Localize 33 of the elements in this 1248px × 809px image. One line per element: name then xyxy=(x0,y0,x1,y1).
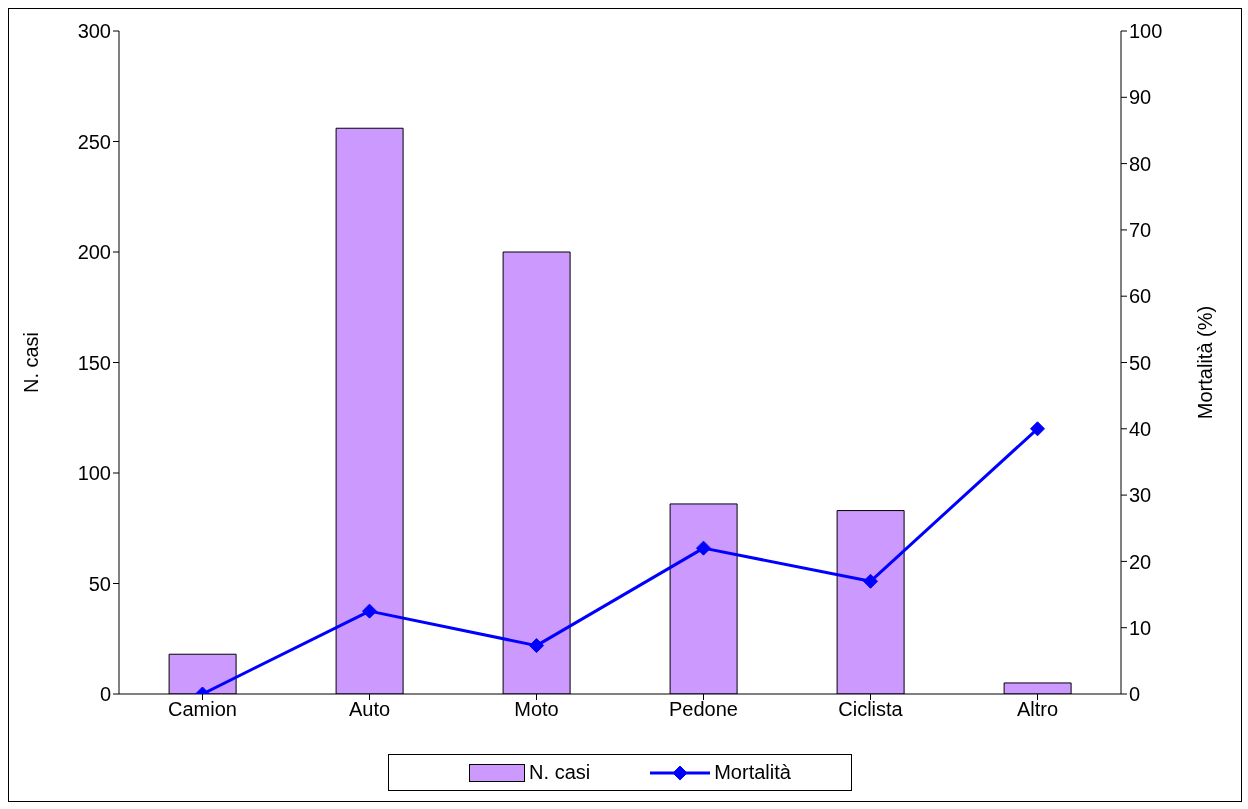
x-tick-label: Auto xyxy=(348,698,391,721)
y-tick-label: 150 xyxy=(77,351,111,374)
x-tick-label: Pedone xyxy=(669,698,738,721)
legend-label: N. casi xyxy=(529,761,591,784)
x-tick-label: Ciclista xyxy=(838,698,904,721)
y2-tick-label: 90 xyxy=(1129,86,1152,109)
x-tick-label: Altro xyxy=(1016,698,1059,721)
y-tick-label: 250 xyxy=(77,130,111,153)
x-tick-label: Camion xyxy=(168,698,237,721)
y2-tick-label: 50 xyxy=(1129,351,1152,374)
y-axis-title: N. casi xyxy=(20,331,43,394)
y2-axis-title: Mortalità (%) xyxy=(1194,305,1217,420)
y2-tick-label: 80 xyxy=(1129,152,1152,175)
x-tick-label: Moto xyxy=(514,698,559,721)
y2-tick-label: 100 xyxy=(1129,20,1163,43)
y2-tick-label: 70 xyxy=(1129,219,1152,241)
y2-tick-label: 40 xyxy=(1129,417,1152,440)
y-tick-label: 50 xyxy=(88,572,111,595)
y2-tick-label: 30 xyxy=(1129,484,1152,507)
y-tick-label: 100 xyxy=(77,462,111,485)
point xyxy=(529,638,544,654)
y-tick-label: 300 xyxy=(77,20,111,43)
y2-tick-label: 60 xyxy=(1129,285,1152,308)
point xyxy=(1030,421,1045,437)
point xyxy=(362,603,377,619)
y-tick-label: 0 xyxy=(99,683,111,706)
legend-label: Mortalità xyxy=(714,761,791,784)
point xyxy=(863,573,878,589)
y2-tick-label: 0 xyxy=(1129,683,1141,706)
point xyxy=(696,540,711,556)
y2-tick-label: 20 xyxy=(1129,550,1152,573)
y-tick-label: 200 xyxy=(77,241,111,264)
y2-tick-label: 10 xyxy=(1129,616,1152,639)
